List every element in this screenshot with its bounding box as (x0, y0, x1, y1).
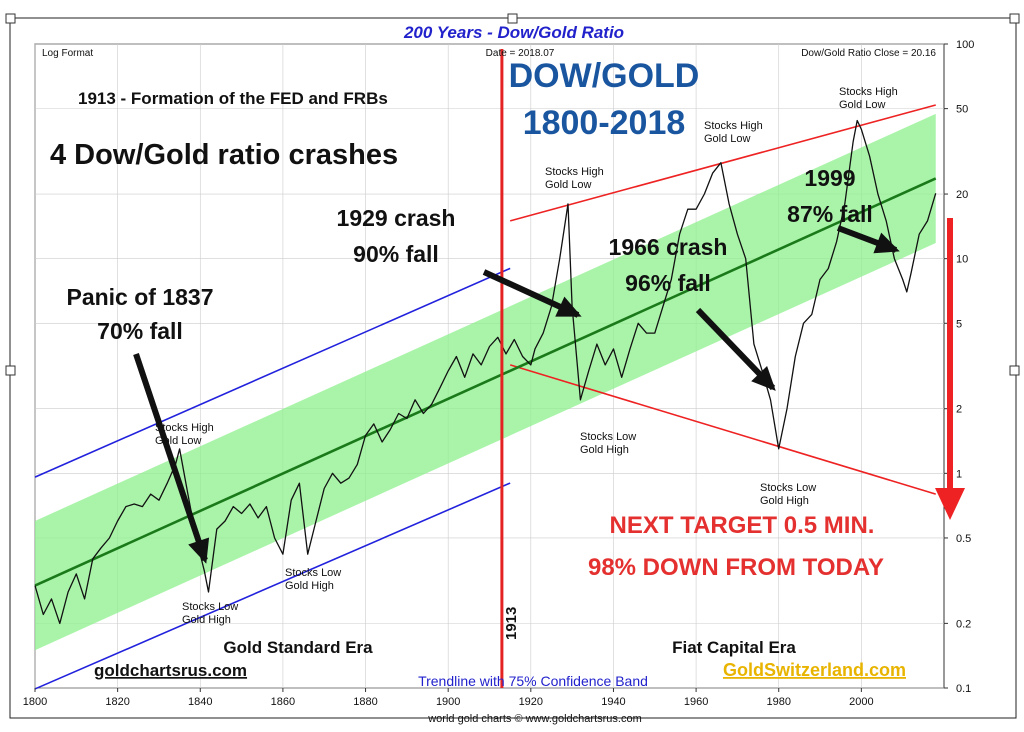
panic-1837-line1: Panic of 1837 (66, 284, 213, 310)
annotation-arrows (133, 225, 900, 564)
crashes-note: 4 Dow/Gold ratio crashes (50, 139, 398, 171)
x-tick-label: 1880 (353, 696, 377, 708)
x-tick-label: 1960 (684, 696, 708, 708)
x-tick-label: 1800 (23, 696, 47, 708)
x-tick-label: 1940 (601, 696, 625, 708)
annotation-arrow-shaft (133, 353, 208, 561)
crash-1929-line1: 1929 crash (337, 205, 456, 231)
x-tick-label: 2000 (849, 696, 873, 708)
resize-handle-top[interactable] (507, 13, 518, 24)
era-gold-standard: Gold Standard Era (223, 638, 373, 657)
y-tick-label: 10 (956, 254, 968, 266)
crash-1966-line1: 1966 crash (609, 234, 728, 260)
footer-credit: world gold charts © www.goldchartsrus.co… (427, 713, 642, 725)
channel-upper-red (509, 104, 936, 222)
annotation-arrow-head (751, 365, 776, 391)
y-axis: 100 50 20 10 5 2 1 0.5 0.2 0.1 (944, 39, 974, 695)
crash-1999-line2: 87% fall (787, 201, 873, 227)
series-line-dow-gold-ratio (34, 119, 937, 625)
y-tick-label: 1 (956, 468, 962, 480)
target-line2: 98% DOWN FROM TODAY (588, 554, 884, 581)
trend-line (34, 177, 937, 587)
sl-1865-line1: Stocks Low (285, 567, 341, 579)
annotation-arrow-head (188, 537, 210, 564)
x-axis: 1800 1820 1840 1860 1880 1900 1920 1940 1960 1980… (23, 688, 874, 708)
y-tick-label: 5 (956, 318, 962, 330)
crash-1999-line1: 1999 (804, 165, 855, 191)
panic-1837-line2: 70% fall (97, 318, 183, 344)
y-tick-label: 50 (956, 104, 968, 116)
channel-upper-blue (34, 267, 511, 478)
sh-1929-line1: Stocks High (545, 166, 604, 178)
log-format-label: Log Format (42, 48, 93, 59)
x-tick-label: 1920 (519, 696, 543, 708)
resize-handle-top-right[interactable] (1009, 13, 1020, 24)
x-tick-label: 1820 (105, 696, 129, 708)
site-left-link[interactable]: goldchartsrus.com (94, 661, 247, 680)
crash-1966-line2: 96% fall (625, 270, 711, 296)
channel-lower-blue (34, 482, 511, 690)
y-tick-label: 20 (956, 189, 968, 201)
headline-line1: DOW/GOLD (509, 57, 700, 95)
sh-1999-line1: Stocks High (839, 86, 898, 98)
y-tick-label: 0.5 (956, 533, 971, 545)
sl-1980-line1: Stocks Low (760, 482, 816, 494)
x-tick-label: 1980 (766, 696, 790, 708)
fed-note: 1913 - Formation of the FED and FRBs (78, 89, 388, 108)
resize-handle-top-left[interactable] (5, 13, 16, 24)
x-tick-label: 1900 (436, 696, 460, 708)
sl-1842-line2: Gold High (182, 614, 231, 626)
sh-1999-line2: Gold Low (839, 99, 886, 111)
sl-1932-line2: Gold High (580, 444, 629, 456)
sl-1842-line1: Stocks Low (182, 601, 238, 613)
y-tick-label: 2 (956, 404, 962, 416)
y-tick-label: 0.2 (956, 618, 971, 630)
sh-1835-line1: Stocks High (155, 422, 214, 434)
sh-1929-line2: Gold Low (545, 179, 592, 191)
crash-1929-line2: 90% fall (353, 241, 439, 267)
resize-handle-right[interactable] (1009, 365, 1020, 376)
annotation-arrow-head (873, 232, 900, 254)
headline-line2: 1800-2018 (523, 104, 686, 142)
close-label: Dow/Gold Ratio Close = 20.16 (801, 48, 936, 59)
x-tick-label: 1860 (271, 696, 295, 708)
sh-1966-line2: Gold Low (704, 133, 751, 145)
sl-1980-line2: Gold High (760, 495, 809, 507)
y-tick-label: 0.1 (956, 683, 971, 695)
channel-lower-red (509, 364, 936, 495)
x-tick-label: 1840 (188, 696, 212, 708)
trendline-note: Trendline with 75% Confidence Band (418, 673, 648, 689)
site-right-link[interactable]: GoldSwitzerland.com (723, 660, 906, 680)
sh-1966-line1: Stocks High (704, 120, 763, 132)
target-line1: NEXT TARGET 0.5 MIN. (610, 512, 875, 539)
sl-1932-line1: Stocks Low (580, 431, 636, 443)
year-1913-label: 1913 (503, 607, 520, 640)
resize-handle-left[interactable] (5, 365, 16, 376)
date-label: Date = 2018.07 (486, 48, 555, 59)
target-arrow-head (935, 488, 965, 520)
annotation-arrow-head (555, 296, 582, 317)
era-fiat-capital: Fiat Capital Era (672, 638, 796, 657)
sl-1865-line2: Gold High (285, 580, 334, 592)
chart-title: 200 Years - Dow/Gold Ratio (403, 23, 624, 42)
y-tick-label: 100 (956, 39, 974, 51)
